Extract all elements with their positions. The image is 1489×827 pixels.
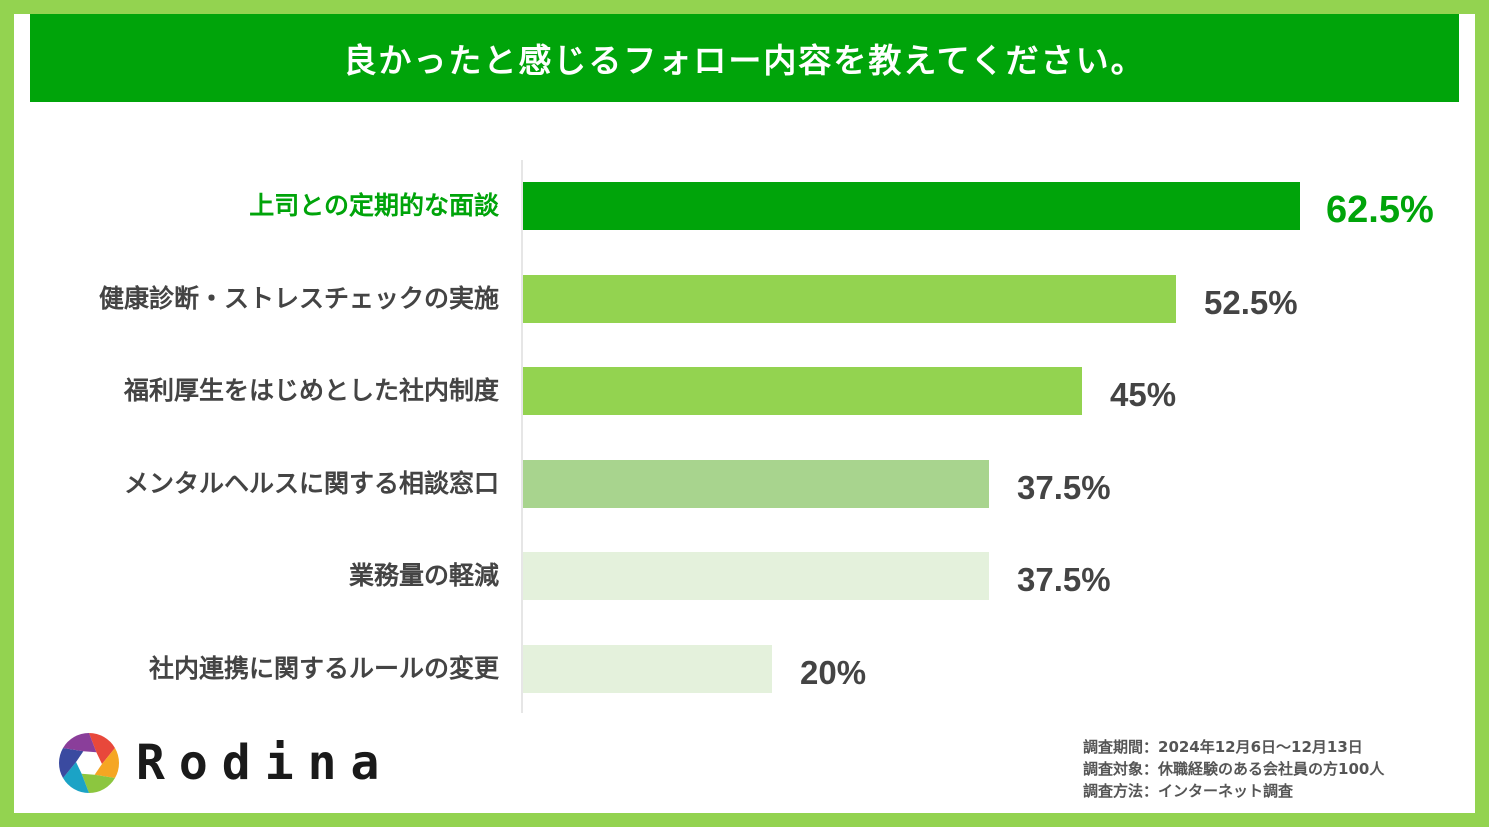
bar — [523, 460, 989, 508]
survey-target: 調査対象：休職経験のある会社員の方100人 — [1083, 760, 1385, 778]
aperture-segment — [63, 762, 89, 793]
bar — [523, 552, 989, 600]
bar — [523, 367, 1082, 415]
value-label: 37.5% — [1017, 469, 1111, 506]
survey-method: 調査方法：インターネット調査 — [1083, 782, 1294, 800]
title-bar: 良かったと感じるフォロー内容を教えてください。 — [30, 14, 1459, 102]
category-label: メンタルヘルスに関する相談窓口 — [123, 469, 499, 498]
bar — [523, 645, 772, 693]
aperture-segment — [89, 733, 115, 764]
value-label: 20% — [800, 654, 867, 691]
value-label: 37.5% — [1017, 561, 1111, 598]
survey-notes: 調査期間：2024年12月6日〜12月13日 調査対象：休職経験のある会社員の方… — [1083, 736, 1384, 802]
category-axis-line — [521, 160, 523, 713]
brand-name: Rodina — [136, 735, 394, 791]
survey-period: 調査期間：2024年12月6日〜12月13日 — [1083, 738, 1363, 756]
aperture-segment — [94, 748, 119, 778]
category-label: 上司との定期的な面談 — [249, 191, 499, 220]
aperture-center — [78, 752, 100, 774]
bar — [523, 182, 1300, 230]
brand-logo: Rodina — [58, 732, 393, 794]
aperture-segment — [81, 773, 115, 793]
category-label: 業務量の軽減 — [348, 561, 499, 590]
aperture-segment — [59, 748, 84, 778]
category-label: 福利厚生をはじめとした社内制度 — [123, 376, 499, 405]
value-label: 52.5% — [1204, 284, 1298, 321]
category-label: 健康診断・ストレスチェックの実施 — [98, 284, 499, 313]
value-label: 45% — [1110, 376, 1177, 413]
aperture-icon — [59, 733, 119, 793]
bar — [523, 275, 1176, 323]
aperture-segment — [63, 733, 97, 753]
chart-title: 良かったと感じるフォロー内容を教えてください。 — [343, 41, 1146, 80]
category-label: 社内連携に関するルールの変更 — [148, 654, 499, 683]
value-label: 62.5% — [1326, 189, 1434, 231]
